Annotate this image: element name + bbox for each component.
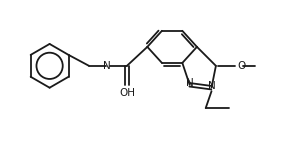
Text: N: N	[103, 61, 110, 71]
Text: O: O	[237, 61, 245, 71]
Text: N: N	[208, 81, 215, 91]
Text: N: N	[186, 78, 194, 88]
Text: OH: OH	[119, 88, 135, 98]
